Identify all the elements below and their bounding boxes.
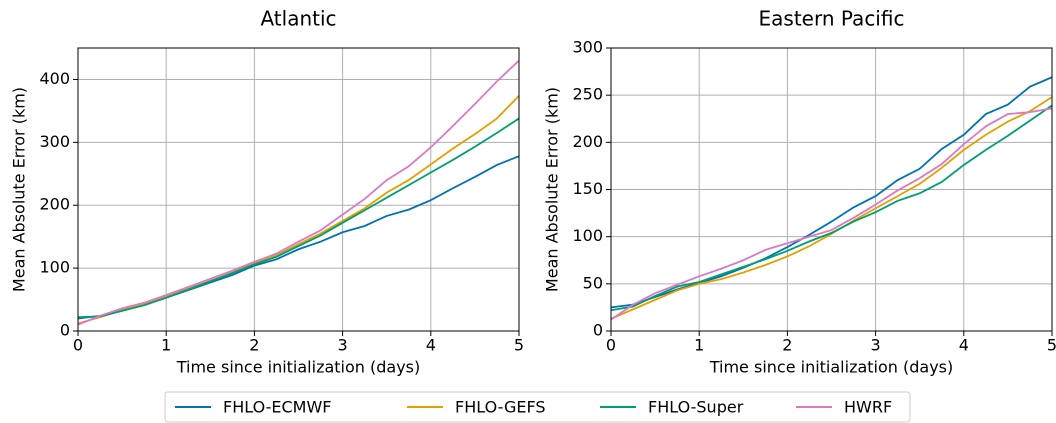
chart-title: Eastern Pacific	[759, 7, 905, 31]
legend-box	[164, 391, 911, 423]
y-tick-label: 400	[39, 69, 70, 88]
x-tick-label: 1	[694, 336, 704, 355]
y-tick-label: 200	[39, 195, 70, 214]
series-line	[77, 155, 520, 320]
series-line	[77, 117, 520, 319]
x-tick-label: 4	[426, 336, 436, 355]
y-axis-label: Mean Absolute Error (km)	[10, 87, 29, 292]
y-axis-label: Mean Absolute Error (km)	[543, 87, 562, 292]
series-line	[610, 76, 1053, 309]
y-tick-label: 100	[572, 226, 603, 245]
plot-frame	[610, 47, 1053, 332]
x-tick-label: 3	[338, 336, 348, 355]
legend-label: HWRF	[844, 398, 892, 417]
x-tick-label: 2	[249, 336, 259, 355]
x-tick-label: 1	[161, 336, 171, 355]
y-tick-label: 300	[572, 38, 603, 57]
chart-title: Atlantic	[260, 7, 336, 31]
y-tick-label: 0	[60, 321, 70, 340]
x-tick-label: 2	[782, 336, 792, 355]
y-tick-label: 100	[39, 258, 70, 277]
x-tick-label: 5	[1047, 336, 1056, 355]
x-tick-label: 0	[73, 336, 83, 355]
y-tick-label: 250	[572, 85, 603, 104]
legend-label: FHLO-ECMWF	[223, 398, 332, 417]
y-tick-label: 300	[39, 132, 70, 151]
series-line	[77, 59, 520, 326]
y-tick-label: 200	[572, 132, 603, 151]
series-line	[77, 95, 520, 325]
y-tick-label: 50	[583, 273, 603, 292]
x-tick-label: 3	[871, 336, 881, 355]
x-tick-label: 5	[514, 336, 524, 355]
legend-label: FHLO-GEFS	[455, 398, 546, 417]
y-tick-label: 0	[593, 321, 603, 340]
series-line	[610, 104, 1053, 312]
legend-label: FHLO-Super	[648, 398, 744, 417]
series-line	[610, 107, 1053, 321]
x-axis-label: Time since initialization (days)	[709, 358, 954, 377]
x-axis-label: Time since initialization (days)	[176, 358, 421, 377]
plot-frame	[77, 47, 520, 332]
x-tick-label: 0	[606, 336, 616, 355]
x-tick-label: 4	[959, 336, 969, 355]
y-tick-label: 150	[572, 179, 603, 198]
